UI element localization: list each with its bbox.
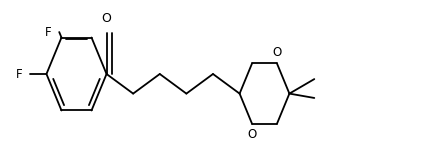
Text: F: F <box>16 67 22 81</box>
Text: O: O <box>102 12 111 25</box>
Text: O: O <box>272 46 282 59</box>
Text: F: F <box>45 26 51 39</box>
Text: O: O <box>248 128 257 141</box>
